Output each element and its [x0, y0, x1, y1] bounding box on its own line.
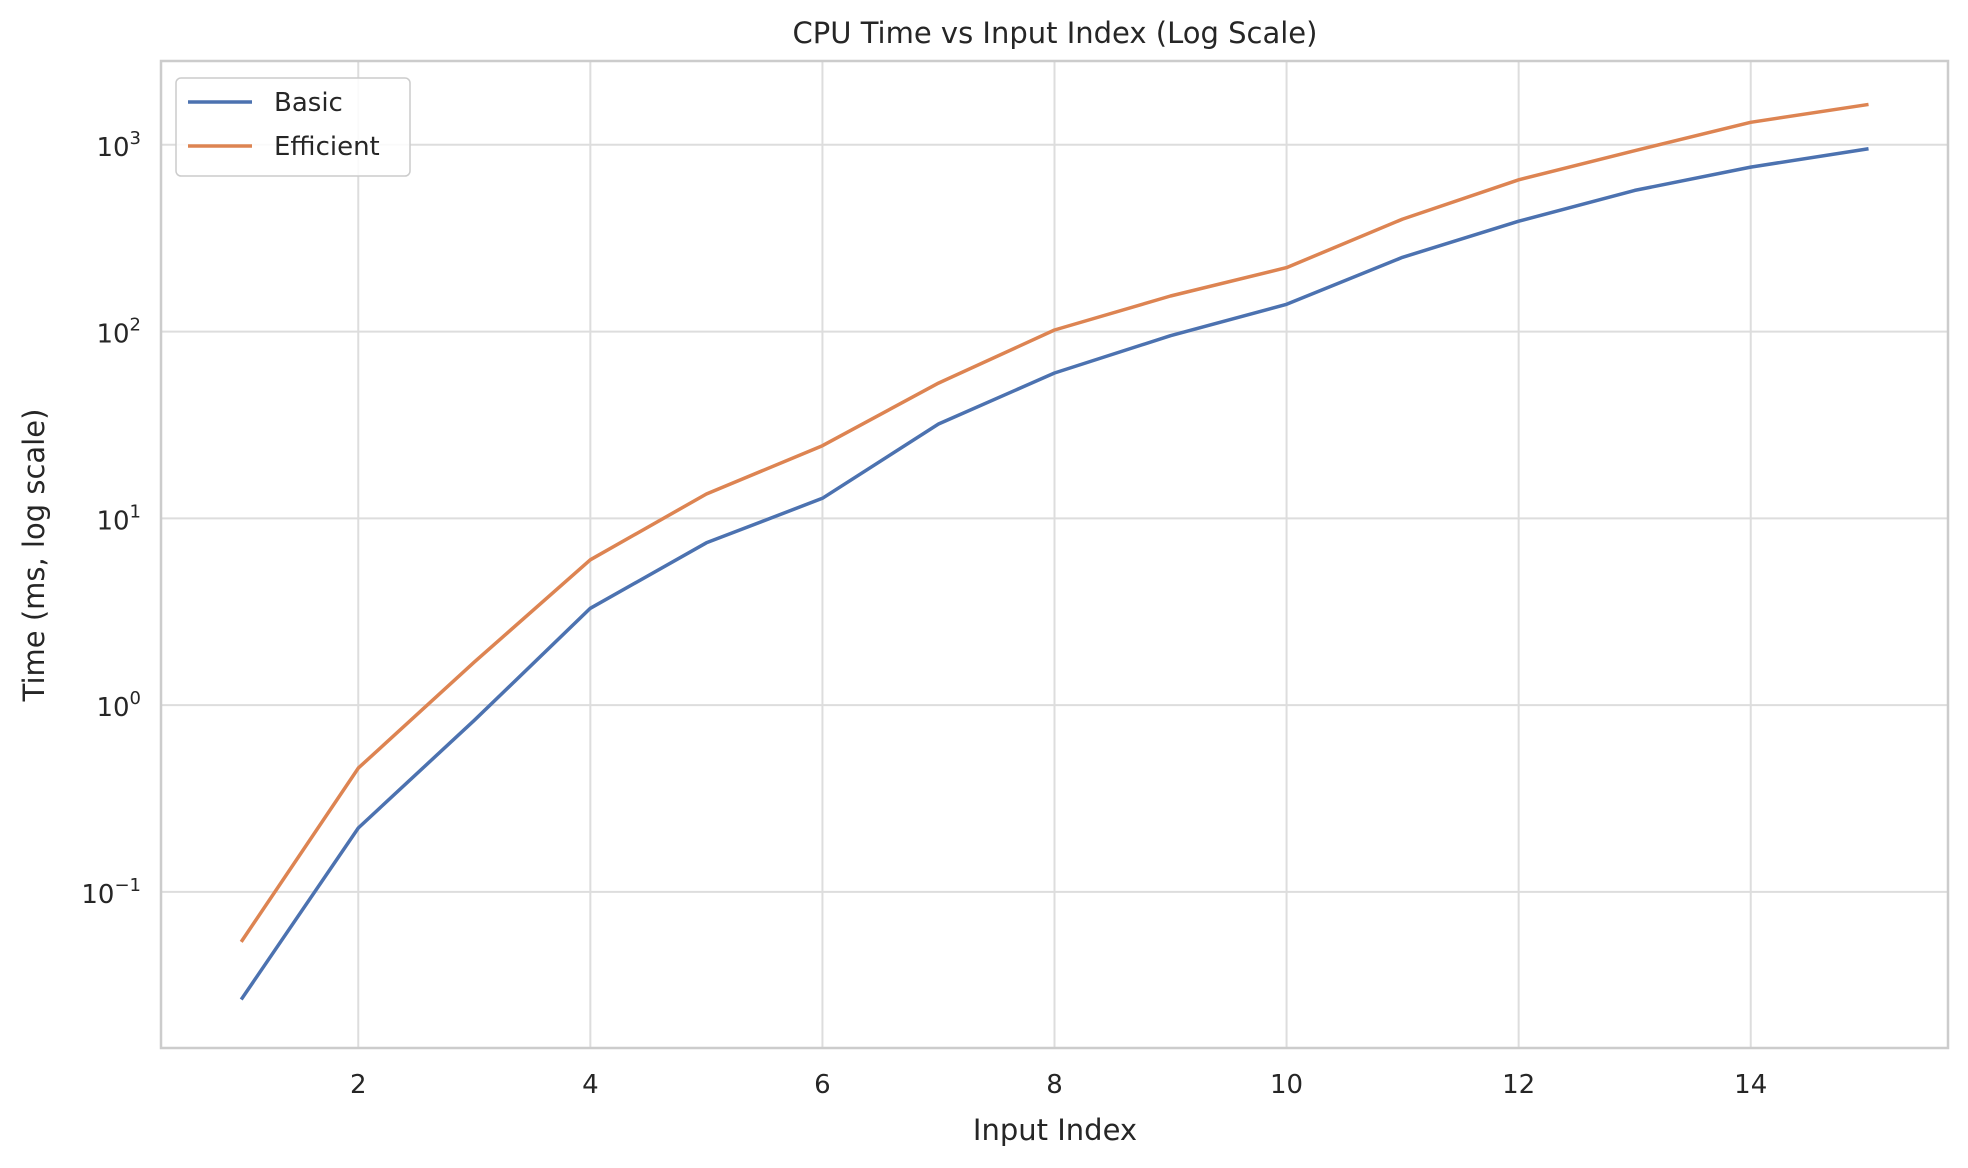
y-tick-label: 100 — [96, 688, 141, 723]
x-tick-label: 2 — [350, 1070, 367, 1100]
x-tick-label: 6 — [814, 1070, 831, 1100]
x-tick-label: 14 — [1734, 1070, 1767, 1100]
x-axis-label: Input Index — [973, 1113, 1137, 1147]
y-tick-base: 10 — [96, 133, 129, 163]
series-layer — [239, 102, 1869, 1001]
y-tick-exponent: 0 — [130, 688, 141, 709]
y-tick-base: 10 — [96, 693, 129, 723]
series-line-efficient — [239, 102, 1869, 943]
y-tick-label: 102 — [96, 315, 141, 350]
y-tick-label: 103 — [96, 128, 141, 163]
legend-label: Basic — [274, 88, 343, 118]
legend-label: Efficient — [274, 132, 380, 162]
y-tick-exponent: 3 — [130, 128, 141, 149]
y-tick-base: 10 — [96, 506, 129, 536]
x-tick-label: 12 — [1502, 1070, 1535, 1100]
x-tick-label: 8 — [1046, 1070, 1063, 1100]
series-line-basic — [239, 147, 1869, 1001]
y-tick-base: 10 — [96, 320, 129, 350]
x-tick-label: 4 — [582, 1070, 599, 1100]
chart-title: CPU Time vs Input Index (Log Scale) — [793, 16, 1318, 50]
x-axis-ticks: 2 4 6 8 10 12 14 — [350, 1070, 1767, 1100]
plot-frame — [159, 59, 1950, 1050]
y-tick-exponent: −1 — [114, 875, 141, 896]
y-tick-base: 10 — [81, 880, 114, 910]
y-tick-label: 10−1 — [81, 875, 141, 910]
y-tick-label: 101 — [96, 501, 141, 536]
x-tick-label: 10 — [1270, 1070, 1303, 1100]
y-tick-exponent: 2 — [130, 315, 141, 336]
y-axis-label: Time (ms, log scale) — [17, 409, 51, 703]
legend: Basic Efficient — [175, 77, 411, 177]
y-tick-exponent: 1 — [130, 501, 141, 522]
